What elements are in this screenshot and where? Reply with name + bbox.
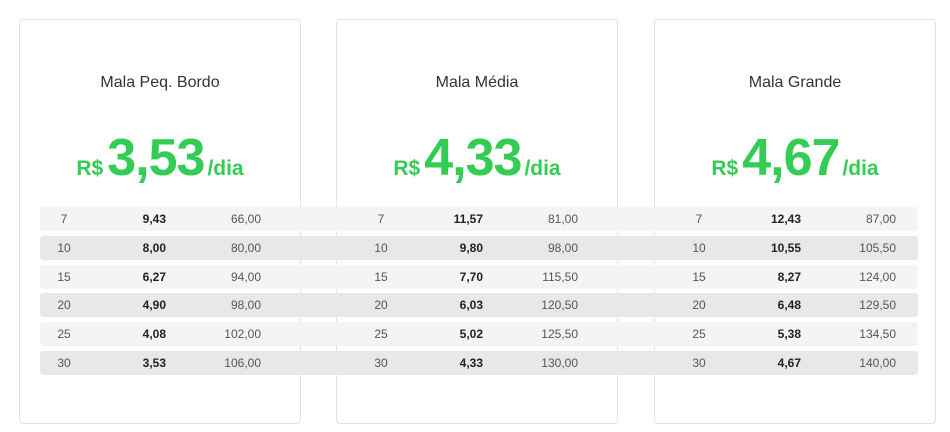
table-cell: 6,48: [777, 298, 801, 313]
table-cell: 11,57: [453, 212, 483, 226]
table-cell: 15: [57, 269, 71, 284]
table-cell: 12,43: [770, 212, 801, 226]
table-cell: 80,00: [230, 240, 261, 255]
table-cell: 25: [692, 327, 706, 342]
table-cell: 8,27: [777, 269, 801, 284]
table-cell: 15: [374, 269, 388, 284]
table-cell: 7,70: [459, 269, 483, 284]
price-unit: /dia: [524, 157, 561, 180]
table-cell: 87,00: [865, 212, 896, 226]
table-cell: 6,27: [142, 269, 166, 284]
table-cell: 120,50: [541, 298, 578, 313]
price: R$ 3,53/dia: [20, 128, 300, 188]
table-cell: 9,80: [459, 240, 483, 255]
row-stripe: [40, 322, 918, 347]
table-cell: 105,50: [859, 240, 896, 255]
table-cell: 98,00: [230, 298, 261, 313]
table-cell: 125,50: [541, 327, 578, 342]
table-cell: 4,67: [777, 356, 801, 370]
table-cell: 7: [695, 212, 703, 226]
price: R$ 4,67/dia: [655, 128, 935, 188]
table-cell: 10: [57, 240, 71, 255]
table-cell: 7: [377, 212, 385, 226]
table-cell: 25: [57, 327, 71, 342]
price-value: 4,67: [742, 129, 840, 187]
table-cell: 6,03: [459, 298, 483, 313]
table-cell: 124,00: [859, 269, 896, 284]
table-cell: 115,50: [542, 269, 578, 284]
card-title: Mala Peq. Bordo: [100, 74, 220, 91]
table-cell: 129,50: [859, 298, 896, 313]
row-stripe: [40, 293, 918, 318]
card-title: Mala Grande: [748, 74, 842, 91]
table-cell: 25: [374, 327, 388, 342]
table-cell: 4,33: [459, 356, 483, 370]
table-cell: 66,00: [230, 212, 261, 226]
table-cell: 3,53: [142, 356, 166, 370]
table-cell: 20: [692, 298, 706, 313]
currency: R$: [76, 157, 104, 180]
table-cell: 140,00: [859, 356, 896, 370]
table-cell: 7: [60, 212, 68, 226]
table-cell: 106,00: [224, 356, 261, 370]
table-cell: 15: [692, 269, 706, 284]
table-cell: 134,50: [859, 327, 896, 342]
currency: R$: [711, 157, 739, 180]
table-cell: 4,90: [142, 298, 166, 313]
table-cell: 30: [374, 356, 388, 370]
row-stripe: [40, 351, 918, 375]
table-cell: 10,55: [770, 240, 801, 255]
table-cell: 98,00: [547, 240, 578, 255]
row-stripe: [40, 207, 918, 231]
table-cell: 10: [374, 240, 388, 255]
table-cell: 20: [374, 298, 388, 313]
table-cell: 4,08: [142, 327, 166, 342]
table-cell: 5,38: [777, 327, 801, 342]
price-value: 4,33: [424, 129, 522, 187]
price: R$ 4,33/dia: [337, 128, 617, 188]
table-cell: 94,00: [230, 269, 261, 284]
table-cell: 20: [57, 298, 71, 313]
currency: R$: [393, 157, 421, 180]
table-cell: 8,00: [142, 240, 166, 255]
table-cell: 30: [57, 356, 71, 370]
price-value: 3,53: [107, 129, 205, 187]
price-unit: /dia: [842, 157, 879, 180]
table-cell: 130,00: [541, 356, 578, 370]
row-stripe: [40, 235, 918, 260]
row-stripe: [40, 264, 918, 289]
table-cell: 5,02: [459, 327, 483, 342]
price-unit: /dia: [207, 157, 244, 180]
table-cell: 81,00: [547, 212, 578, 226]
card-title: Mala Média: [435, 74, 519, 91]
table-cell: 30: [692, 356, 706, 370]
table-cell: 102,00: [224, 327, 261, 342]
table-cell: 9,43: [142, 212, 166, 226]
table-cell: 10: [692, 240, 706, 255]
